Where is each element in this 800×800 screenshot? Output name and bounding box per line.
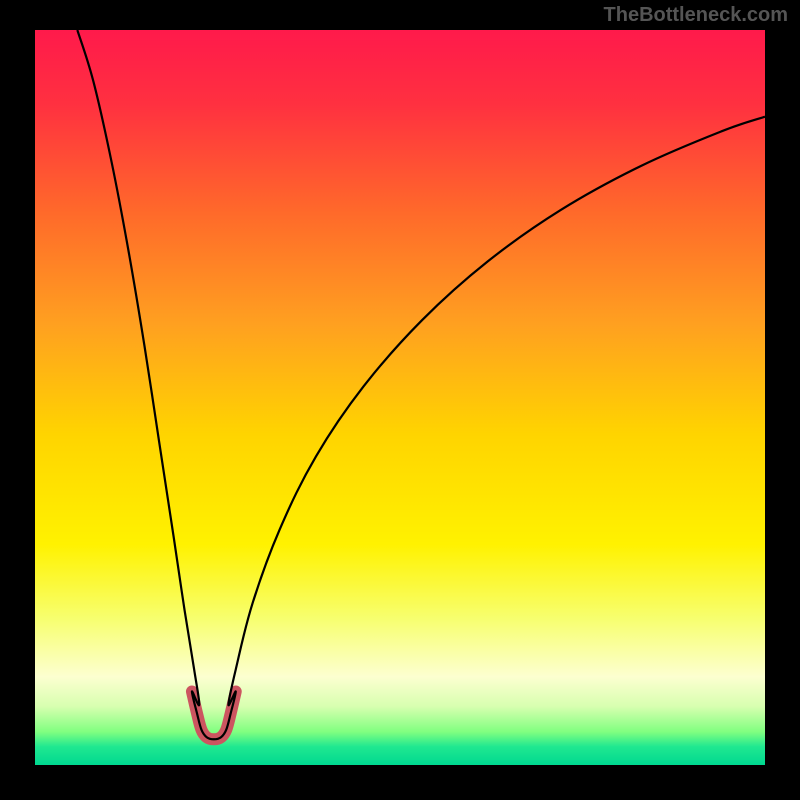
- watermark-text: TheBottleneck.com: [604, 4, 788, 27]
- chart-background: [35, 30, 765, 765]
- bottleneck-chart: [35, 30, 765, 765]
